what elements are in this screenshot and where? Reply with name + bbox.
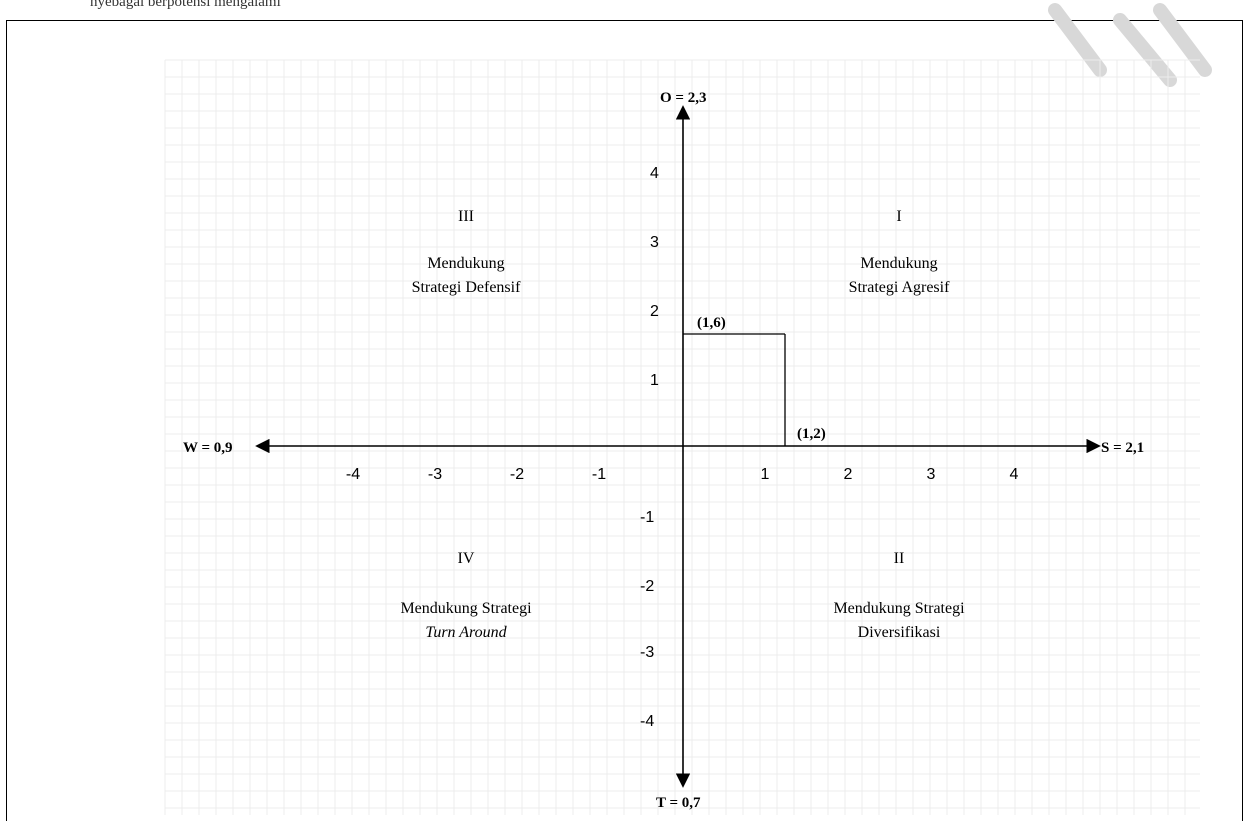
quadrant-2-line2: Diversifikasi (858, 624, 941, 641)
y-tick-label: 4 (650, 165, 659, 182)
x-tick-labels: -4 -3 -2 -1 1 2 3 4 (346, 466, 1019, 483)
quadrant-3: III Mendukung Strategi Defensif (412, 208, 522, 296)
quadrant-1-line1: Mendukung (860, 255, 937, 272)
quadrant-4-numeral: IV (458, 550, 475, 567)
quadrant-1-line2: Strategi Agresif (849, 279, 951, 296)
y-tick-labels: 4 3 2 1 -1 -2 -3 -4 (640, 165, 659, 730)
y-tick-label: -4 (640, 713, 654, 730)
y-tick-label: -1 (640, 509, 654, 526)
quadrant-1: I Mendukung Strategi Agresif (849, 208, 951, 296)
quadrant-1-numeral: I (896, 208, 901, 225)
y-tick-label: 3 (650, 234, 659, 251)
quadrant-3-line2: Strategi Defensif (412, 279, 522, 296)
y-tick-label: 2 (650, 303, 659, 320)
x-tick-label: 4 (1010, 466, 1019, 483)
x-axis-left-label: W = 0,9 (183, 440, 233, 456)
x-tick-label: -1 (592, 466, 606, 483)
x-tick-label: -2 (510, 466, 524, 483)
y-axis-bottom-label: T = 0,7 (656, 795, 701, 811)
x-axis-right-label: S = 2,1 (1101, 440, 1144, 456)
y-tick-label: -2 (640, 578, 654, 595)
quadrant-4-line1: Mendukung Strategi (400, 600, 532, 617)
y-tick-label: 1 (650, 372, 659, 389)
marker-x-label: (1,2) (797, 426, 826, 442)
x-tick-label: -4 (346, 466, 360, 483)
cropped-header-text: nyebagai berpotensi mengalami (90, 0, 281, 10)
position-marker: (1,6) (1,2) (683, 315, 826, 446)
quadrant-3-numeral: III (458, 208, 474, 225)
x-tick-label: 3 (927, 466, 936, 483)
y-axis-top-label: O = 2,3 (660, 90, 706, 106)
figure-frame (6, 20, 1243, 821)
quadrant-4: IV Mendukung Strategi Turn Around (400, 550, 532, 641)
quadrant-2-line1: Mendukung Strategi (833, 600, 965, 617)
marker-y-label: (1,6) (697, 315, 726, 331)
quadrant-4-line2: Turn Around (425, 624, 507, 641)
y-tick-label: -3 (640, 644, 654, 661)
quadrant-3-line1: Mendukung (427, 255, 504, 272)
x-tick-label: -3 (428, 466, 442, 483)
x-tick-label: 2 (844, 466, 853, 483)
quadrant-2-numeral: II (894, 550, 905, 567)
x-tick-label: 1 (761, 466, 770, 483)
quadrant-2: II Mendukung Strategi Diversifikasi (833, 550, 965, 641)
